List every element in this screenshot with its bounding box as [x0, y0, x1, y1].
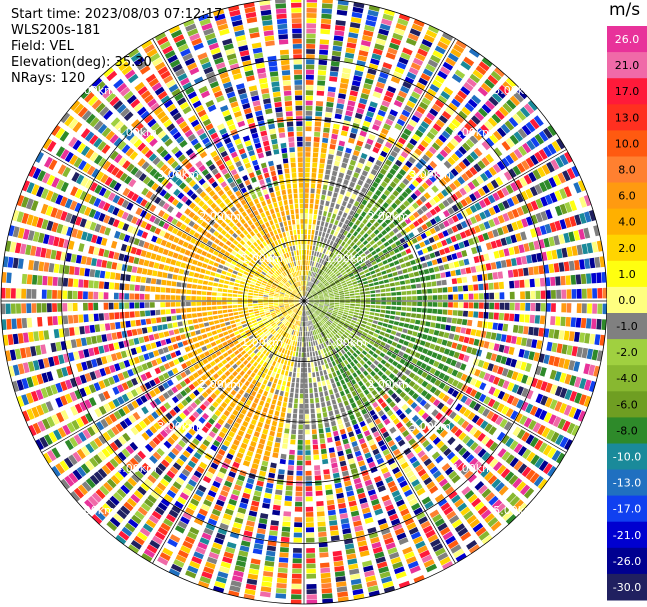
ring-label: 3.00km: [409, 420, 451, 433]
ring-label: 1.00km: [241, 252, 283, 265]
colorbar-tick-label: -13.0: [613, 477, 641, 490]
ring-label: 1.00km: [241, 336, 283, 349]
colorbar-segment: [607, 52, 647, 79]
colorbar-tick-label: -8.0: [616, 424, 637, 437]
ring-label: 1.00km: [325, 336, 367, 349]
colorbar-segment: [607, 495, 647, 523]
colorbar-segment: [607, 521, 647, 549]
ring-label: 2.00km: [199, 378, 241, 391]
colorbar-tick-label: -10.0: [613, 451, 641, 464]
colorbar-segment: [607, 417, 647, 444]
colorbar-tick-label: -4.0: [616, 372, 637, 385]
ring-label: 3.00km: [409, 168, 451, 181]
ring-label: 5.00km: [73, 504, 115, 517]
ring-label: 2.00km: [367, 210, 409, 223]
colorbar-tick-label: 8.0: [618, 164, 636, 177]
ring-label: 4.00km: [115, 126, 157, 139]
colorbar-segment: [607, 469, 647, 497]
ring-labels: 1.00km 1.00km 1.00km 1.00km 2.00km 2.00km 2.00…: [73, 84, 535, 517]
colorbar-segment: [607, 573, 647, 601]
colorbar-segment: [607, 78, 647, 105]
colorbar-segment: [607, 443, 647, 471]
colorbar-tick-label: -17.0: [613, 503, 641, 516]
colorbar-segment: [607, 286, 647, 314]
colorbar: 26.0 21.0 17.0 13.0 10.0 8.0 6.0 4.0 2.0 1.0 0.0 -1…: [607, 26, 647, 601]
colorbar-segment: [607, 260, 647, 288]
colorbar-tick-label: 6.0: [618, 190, 636, 203]
elevation-label: Elevation(deg): 35.30: [11, 55, 152, 70]
ring-label: 5.00km: [493, 504, 535, 517]
colorbar-segment: [607, 156, 647, 184]
colorbar-segment: [607, 339, 647, 366]
colorbar-unit-label: m/s: [609, 0, 641, 20]
station-label: WLS200s-181: [11, 23, 101, 38]
colorbar-segment: [607, 391, 647, 418]
colorbar-segment: [607, 26, 647, 53]
colorbar-tick-label: -21.0: [613, 529, 641, 542]
ring-label: 3.00km: [157, 420, 199, 433]
colorbar-tick-label: 17.0: [615, 85, 640, 98]
ring-label: 4.00km: [115, 462, 157, 475]
ring-label: 5.00km: [493, 84, 535, 97]
colorbar-tick-label: -6.0: [616, 398, 637, 411]
colorbar-tick-label: 21.0: [615, 59, 640, 72]
colorbar-tick-label: 0.0: [618, 294, 636, 307]
colorbar-tick-label: 2.0: [618, 242, 636, 255]
colorbar-segment: [607, 208, 647, 236]
velocity-gates: [1, 0, 607, 604]
colorbar-tick-label: 4.0: [618, 216, 636, 229]
colorbar-tick-label: 1.0: [618, 268, 636, 281]
field-label: Field: VEL: [11, 39, 74, 54]
colorbar-tick-label: -1.0: [616, 320, 637, 333]
colorbar-segment: [607, 547, 647, 575]
colorbar-segment: [607, 104, 647, 131]
ring-label: 4.00km: [451, 126, 493, 139]
colorbar-segment: [607, 313, 647, 340]
start-time-label: Start time: 2023/08/03 07:12:17: [11, 7, 223, 22]
colorbar-tick-label: -26.0: [613, 555, 641, 568]
azimuth-line: [152, 38, 456, 564]
ring-label: 4.00km: [451, 462, 493, 475]
colorbar-tick-label: 13.0: [615, 111, 640, 124]
ring-label: 5.00km: [73, 84, 115, 97]
azimuth-lines: [1, 0, 607, 604]
colorbar-segment: [607, 365, 647, 392]
colorbar-segment: [607, 130, 647, 157]
colorbar-segment: [607, 234, 647, 262]
colorbar-tick-label: -30.0: [613, 581, 641, 594]
colorbar-tick-label: 26.0: [615, 33, 640, 46]
colorbar-segment: [607, 182, 647, 210]
nrays-label: NRays: 120: [11, 71, 86, 86]
colorbar-tick-label: 10.0: [615, 137, 640, 150]
ring-label: 3.00km: [157, 168, 199, 181]
ring-label: 1.00km: [325, 252, 367, 265]
colorbar-tick-label: -2.0: [616, 346, 637, 359]
ring-label: 2.00km: [367, 378, 409, 391]
ring-label: 2.00km: [199, 210, 241, 223]
